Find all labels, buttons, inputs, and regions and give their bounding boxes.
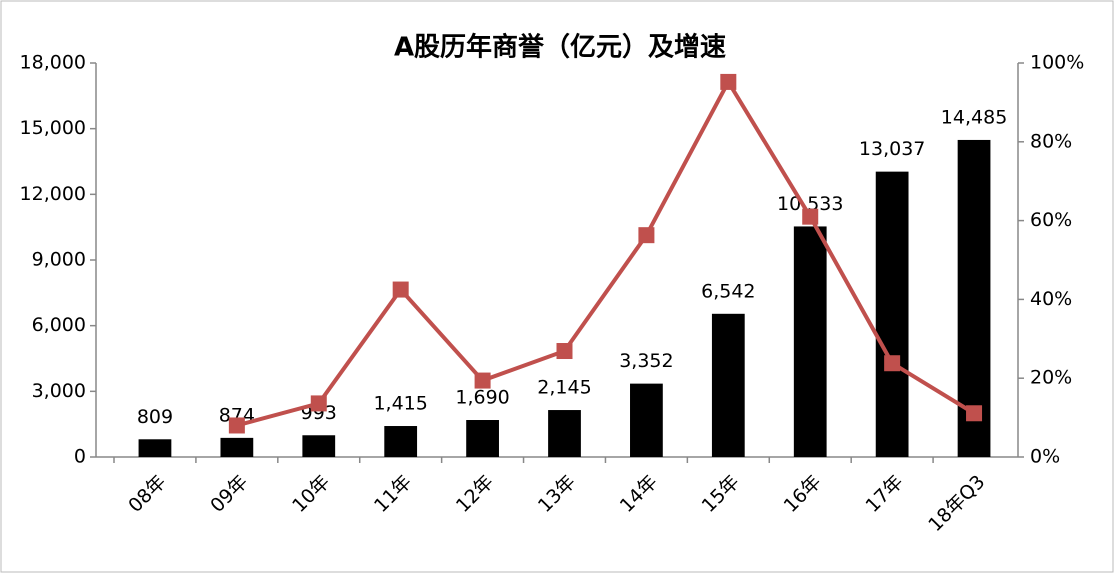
line-marker <box>884 355 901 372</box>
line-marker <box>474 372 491 389</box>
line-marker <box>310 395 327 412</box>
line <box>236 77 976 428</box>
value-label: 1,415 <box>373 393 427 415</box>
value-label: 2,145 <box>537 377 591 399</box>
value-label: 13,037 <box>859 138 925 160</box>
bar <box>875 171 909 457</box>
y-tick-label: 15,000 <box>20 117 86 139</box>
bar <box>793 226 827 457</box>
bar <box>138 439 172 457</box>
bar <box>630 383 663 457</box>
bar <box>548 410 581 457</box>
chart-title: A股历年商誉（亿元）及增速 <box>394 32 726 63</box>
y2-tick-label: 40% <box>1030 288 1072 310</box>
line-marker <box>556 343 573 360</box>
y-tick-label: 6,000 <box>32 314 86 336</box>
bar <box>466 420 499 457</box>
y-tick-label: 0 <box>74 446 86 468</box>
line-marker <box>720 73 737 90</box>
y2-tick-label: 60% <box>1030 209 1072 231</box>
line-marker <box>228 417 245 434</box>
line-marker <box>392 281 409 298</box>
value-label: 10,533 <box>777 193 843 215</box>
bar <box>711 313 745 457</box>
bar <box>220 437 254 457</box>
line-marker <box>802 208 819 225</box>
value-label: 3,352 <box>619 350 673 372</box>
value-label: 1,690 <box>455 387 509 409</box>
y-tick-label: 9,000 <box>32 249 86 271</box>
line-marker <box>638 227 655 244</box>
y-tick-label: 3,000 <box>32 380 86 402</box>
y2-tick-label: 80% <box>1030 130 1072 152</box>
y2-tick-label: 20% <box>1030 367 1072 389</box>
value-label: 809 <box>137 406 173 428</box>
y2-tick-label: 0% <box>1030 446 1060 468</box>
value-label: 14,485 <box>941 106 1007 128</box>
value-label: 874 <box>219 404 255 426</box>
y-tick-label: 12,000 <box>20 183 86 205</box>
y-tick-label: 18,000 <box>20 52 86 74</box>
value-label: 6,542 <box>701 280 755 302</box>
y2-tick-label: 100% <box>1030 52 1084 74</box>
bar <box>302 435 336 457</box>
bar <box>384 426 418 457</box>
bar <box>957 139 991 457</box>
line-marker <box>966 405 983 422</box>
